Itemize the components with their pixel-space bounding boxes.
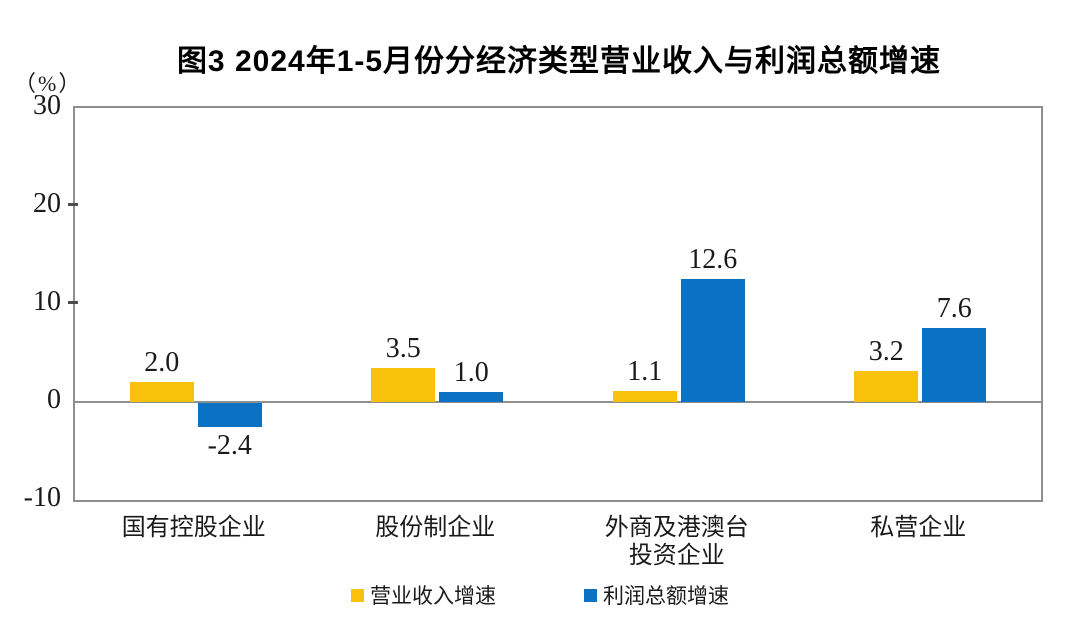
x-category-label: 国有控股企业	[121, 515, 266, 541]
bar-value-label: 1.0	[453, 357, 489, 389]
bar	[129, 382, 194, 402]
bar-value-label: 3.5	[385, 332, 421, 364]
chart-title: 图3 2024年1-5月份分经济类型营业收入与利润总额增速	[176, 45, 942, 78]
x-category-label: 外商及港澳台 投资企业	[604, 515, 749, 569]
x-category-label: 股份制企业	[375, 515, 496, 541]
y-tick-label: -10	[23, 482, 61, 513]
plot-area: 2.0 -2.4 3.5 1.0 1.1 12.6 3.2 7.6	[73, 106, 1043, 502]
legend-entry: 利润总额增速	[584, 580, 729, 610]
y-tick-label: 20	[33, 188, 61, 219]
bar-value-label: 2.0	[144, 347, 180, 379]
bar-value-label: -2.4	[207, 429, 252, 461]
bar-value-label: 12.6	[688, 243, 738, 275]
y-axis-unit-label: （%）	[14, 71, 83, 96]
bar	[439, 392, 504, 402]
y-tick-mark	[68, 301, 78, 304]
bar	[197, 403, 262, 427]
legend-swatch	[351, 588, 364, 602]
legend-label: 营业收入增速	[370, 584, 496, 608]
bar	[854, 370, 919, 402]
y-tick-label: 10	[33, 286, 61, 317]
bar	[371, 367, 436, 402]
y-tick-mark	[68, 203, 78, 206]
bar	[680, 278, 745, 402]
bar-value-label: 1.1	[627, 356, 663, 388]
bar	[922, 327, 987, 402]
x-category-label: 私营企业	[870, 515, 967, 541]
bar-value-label: 3.2	[868, 335, 904, 367]
legend: 营业收入增速 利润总额增速	[0, 580, 1080, 610]
bar-value-label: 7.6	[936, 292, 972, 324]
bar	[612, 391, 677, 402]
y-tick-label: 0	[47, 384, 61, 415]
legend-swatch	[584, 588, 597, 602]
zero-baseline	[75, 401, 1041, 403]
y-tick-label: 30	[33, 90, 61, 121]
legend-label: 利润总额增速	[603, 584, 729, 608]
legend-entry: 营业收入增速	[351, 580, 496, 610]
